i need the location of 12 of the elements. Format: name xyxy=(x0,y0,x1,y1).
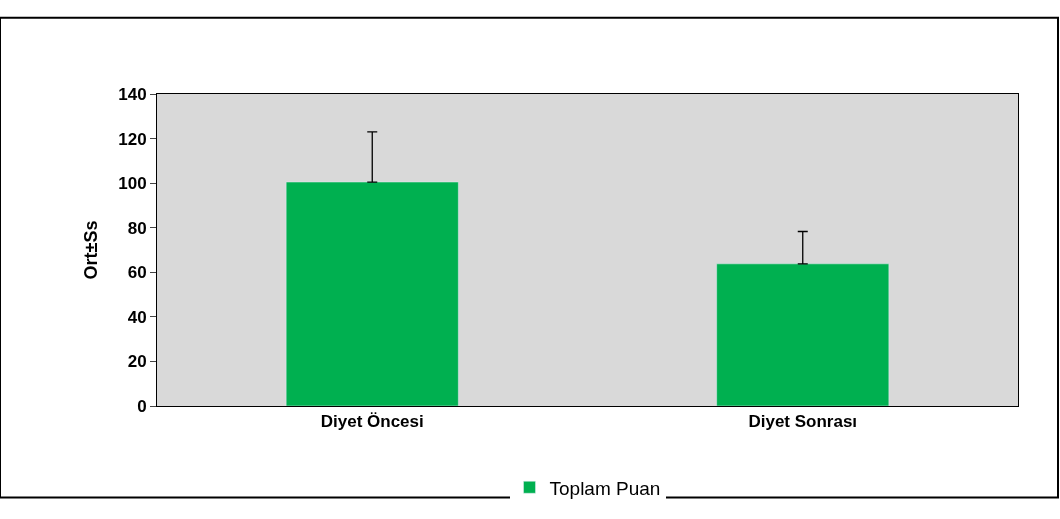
y-tick-label: 40 xyxy=(127,307,147,327)
y-tick-label: 100 xyxy=(118,174,147,194)
y-tick-label: 0 xyxy=(137,396,147,416)
y-tick-label: 120 xyxy=(118,129,147,149)
x-tick-label: Diyet Sonrası xyxy=(748,412,858,432)
y-tick-label: 20 xyxy=(127,352,147,372)
y-tick-label: 80 xyxy=(127,218,147,238)
y-tick-label: 140 xyxy=(118,84,147,104)
legend-label: Toplam Puan xyxy=(549,477,661,499)
y-axis-title: Ort±Ss xyxy=(81,220,102,280)
y-tick-label: 60 xyxy=(127,263,147,283)
x-tick-label: Diyet Öncesi xyxy=(320,412,424,432)
